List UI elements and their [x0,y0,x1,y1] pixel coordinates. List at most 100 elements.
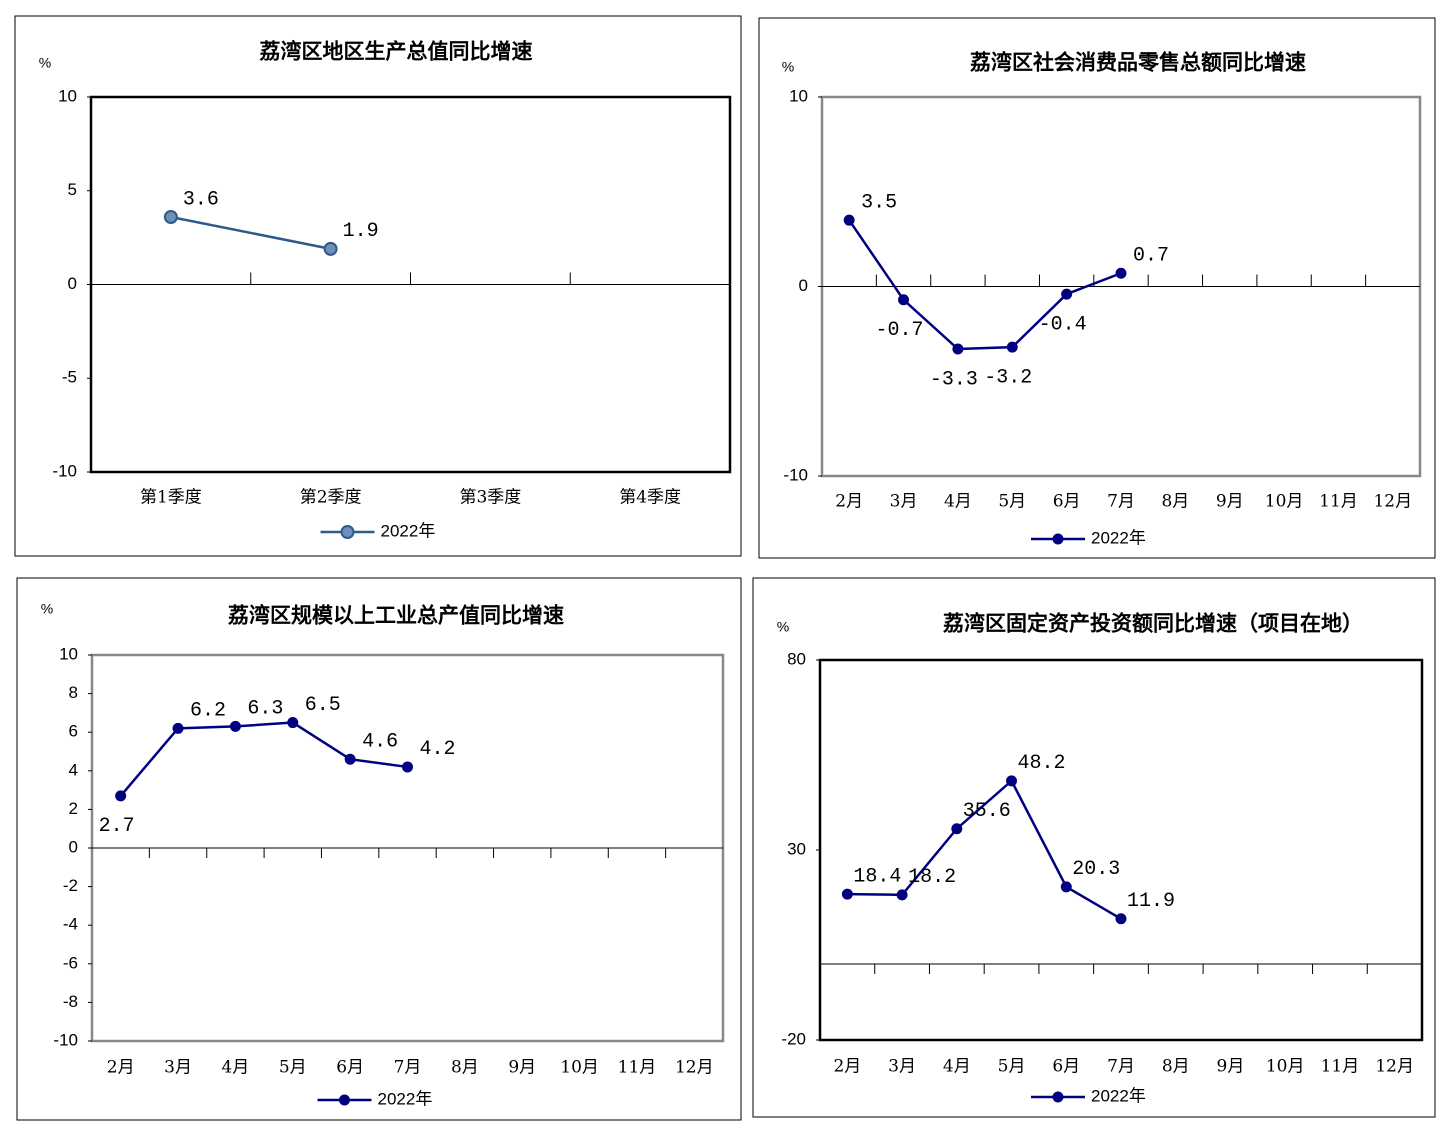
y-unit: % [41,601,53,617]
x-tick-label: 7月 [1107,492,1135,512]
y-tick-label: -20 [781,1029,806,1048]
data-point [1006,341,1018,353]
data-label: 6.2 [190,700,226,723]
data-label: -3.2 [984,366,1032,389]
x-tick-label: 9月 [508,1058,536,1078]
data-label: 6.5 [305,694,341,717]
x-tick-label: 12月 [1375,1057,1414,1077]
x-tick-label: 3月 [890,492,918,512]
data-point [898,294,910,306]
x-tick-label: 10月 [1266,1057,1305,1077]
x-tick-label: 12月 [675,1058,714,1078]
data-point [1006,775,1018,787]
data-label: 3.6 [183,188,219,211]
y-tick-label: -10 [53,1030,78,1049]
legend-marker [1052,533,1064,545]
data-label: 2.7 [99,815,135,838]
data-label: -3.3 [930,368,978,391]
legend-label: 2022年 [1091,1086,1146,1105]
y-tick-label: 10 [789,86,808,105]
x-tick-label: 4月 [943,1057,971,1077]
x-tick-label: 2月 [107,1058,135,1078]
chart-title: 荔湾区社会消费品零售总额同比增速 [970,50,1306,75]
y-tick-label: 2 [69,799,78,818]
x-tick-label: 9月 [1216,492,1244,512]
x-tick-label: 4月 [944,492,972,512]
data-point [896,889,908,901]
x-tick-label: 8月 [1162,1057,1190,1077]
x-tick-label: 4月 [221,1058,249,1078]
x-tick-label: 10月 [560,1058,599,1078]
x-tick-label: 第4季度 [619,488,681,508]
y-unit: % [39,55,51,71]
y-tick-label: 4 [69,760,78,779]
data-point [229,720,241,732]
series-line [847,778,1122,920]
y-unit: % [777,619,789,635]
y-tick-label: 8 [69,683,78,702]
chart-title: 荔湾区固定资产投资额同比增速（项目在地） [943,611,1363,636]
data-label: 6.3 [247,698,283,721]
x-tick-label: 6月 [1052,1057,1080,1077]
x-tick-label: 2月 [833,1057,861,1077]
data-point [163,210,178,224]
chart-title: 荔湾区地区生产总值同比增速 [260,39,533,64]
y-tick-label: 80 [787,649,806,668]
series-line [848,219,1122,351]
data-point [952,343,964,355]
y-tick-label: 30 [787,839,806,858]
data-label: 18.2 [908,866,956,889]
x-tick-label: 5月 [998,492,1026,512]
y-tick-label: -10 [783,465,808,484]
data-label: 0.7 [1133,245,1169,268]
series-line [119,721,408,797]
y-tick-label: -8 [63,992,78,1011]
data-point [344,753,356,765]
x-tick-label: 11月 [1319,492,1358,512]
plot-frame [818,658,1424,1042]
data-point [1061,288,1073,300]
data-point [172,722,184,734]
x-tick-label: 11月 [1321,1057,1360,1077]
x-tick-label: 3月 [164,1058,192,1078]
legend-marker [340,525,355,539]
x-tick-label: 8月 [1161,492,1189,512]
data-point [1060,881,1072,893]
chart-title: 荔湾区规模以上工业总产值同比增速 [228,603,564,628]
x-tick-label: 6月 [336,1058,364,1078]
data-point [402,761,413,773]
x-tick-label: 5月 [998,1057,1026,1077]
x-tick-label: 12月 [1373,492,1412,512]
data-label: 4.2 [419,738,455,761]
x-tick-label: 8月 [451,1058,479,1078]
x-tick-label: 第1季度 [140,488,202,508]
y-unit: % [782,59,794,75]
data-label: 35.6 [963,800,1011,823]
data-label: 3.5 [861,191,897,214]
x-tick-label: 6月 [1053,492,1081,512]
data-label: 1.9 [343,220,379,243]
data-label: 48.2 [1018,752,1066,775]
x-tick-label: 9月 [1217,1057,1245,1077]
data-point [841,888,853,900]
y-tick-label: -2 [63,876,78,895]
x-tick-label: 7月 [394,1058,422,1078]
data-label: 11.9 [1127,890,1175,913]
legend-label: 2022年 [1091,528,1146,547]
series-line [170,215,331,251]
y-tick-label: -10 [52,461,77,480]
y-tick-label: -6 [63,953,78,972]
data-point [843,214,855,226]
data-point [1115,267,1127,279]
data-point [115,790,127,802]
x-tick-label: 3月 [888,1057,916,1077]
legend-marker [1052,1091,1064,1103]
data-point [951,823,963,835]
data-label: 18.4 [853,865,901,888]
data-label: 20.3 [1072,858,1120,881]
y-tick-label: 0 [799,276,808,295]
data-point [323,241,338,256]
x-tick-label: 7月 [1107,1057,1135,1077]
legend-label: 2022年 [378,1089,433,1108]
